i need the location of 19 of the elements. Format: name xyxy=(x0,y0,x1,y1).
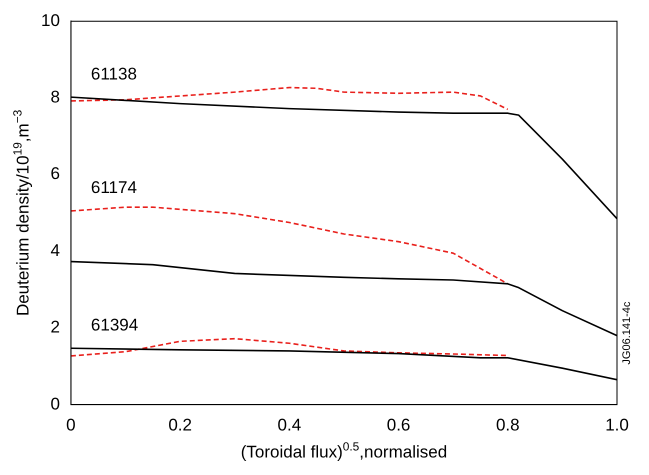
y-tick-label: 0 xyxy=(50,394,60,414)
y-tick-label: 4 xyxy=(50,240,60,260)
y-tick-label: 2 xyxy=(50,318,60,337)
x-tick-label: 0.6 xyxy=(386,415,410,434)
y-axis-title: Deuterium density/1019,m−3 xyxy=(10,109,33,316)
line-series xyxy=(70,338,509,357)
x-tick-label: 0.8 xyxy=(496,415,520,434)
annotation: 61394 xyxy=(90,315,138,334)
x-tick-label: 0.2 xyxy=(168,415,192,434)
annotation: 61138 xyxy=(90,64,137,84)
line-series xyxy=(70,86,509,110)
annotation: 61174 xyxy=(90,178,137,198)
y-tick-label: 8 xyxy=(50,88,60,107)
y-tick-label: 6 xyxy=(50,164,60,184)
x-tick-label: 0 xyxy=(66,415,76,434)
x-tick-label: 0.4 xyxy=(278,415,302,434)
text: JG06.141-4c xyxy=(621,301,634,365)
y-tick-label: 10 xyxy=(40,10,60,30)
x-tick-label: 1.0 xyxy=(605,415,629,434)
